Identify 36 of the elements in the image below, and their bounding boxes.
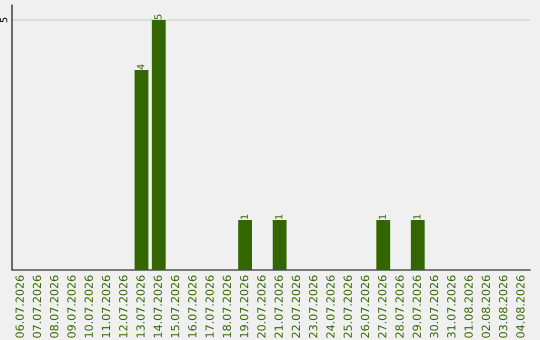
x-tick-label: 25.07.2026 [344,276,352,338]
x-tick-label: 09.07.2026 [67,276,76,338]
x-tick-label: 11.07.2026 [102,276,110,338]
x-tick-label: 16.07.2026 [188,276,197,338]
x-tick-label: 22.07.2026 [292,276,300,338]
x-tick-label: 08.07.2026 [50,276,58,338]
x-tick-label: 20.07.2026 [257,276,266,338]
x-tick-label: 30.07.2026 [430,276,438,338]
x-tick-label: 29.07.2026 [412,276,421,338]
x-tick-label: 12.07.2026 [119,276,128,338]
data-label: 1 [413,214,420,219]
x-tick-label: 01.08.2026 [464,276,473,338]
data-label: 5 [154,14,162,20]
x-tick-label: 06.07.2026 [15,276,24,338]
x-tick-label: 31.07.2026 [447,276,456,338]
x-tick-label: 04.08.2026 [516,276,525,338]
data-label: 1 [378,214,386,219]
x-tick-label: 02.08.2026 [482,276,490,338]
x-tick-label: 18.07.2026 [222,276,232,338]
x-tick-label: 26.07.2026 [360,276,370,338]
data-label: 4 [137,64,144,70]
x-tick-label: 24.07.2026 [326,276,335,338]
x-tick-label: 28.07.2026 [395,276,404,338]
x-tick-label: 23.07.2026 [308,276,318,338]
x-tick-label: 27.07.2026 [378,276,386,338]
x-tick-label: 07.07.2026 [32,276,42,338]
data-label: 1 [240,214,248,219]
x-tick-label: 10.07.2026 [84,276,93,338]
x-tick-label: 13.07.2026 [136,276,145,338]
x-tick-label: 21.07.2026 [274,276,283,338]
x-tick-label: 14.07.2026 [154,276,162,338]
x-tick-label: 03.08.2026 [498,276,508,338]
data-label: 1 [275,214,282,219]
x-tick-label: 17.07.2026 [205,276,214,338]
x-tick-label: 19.07.2026 [240,276,248,338]
x-tick-label: 15.07.2026 [170,276,180,338]
